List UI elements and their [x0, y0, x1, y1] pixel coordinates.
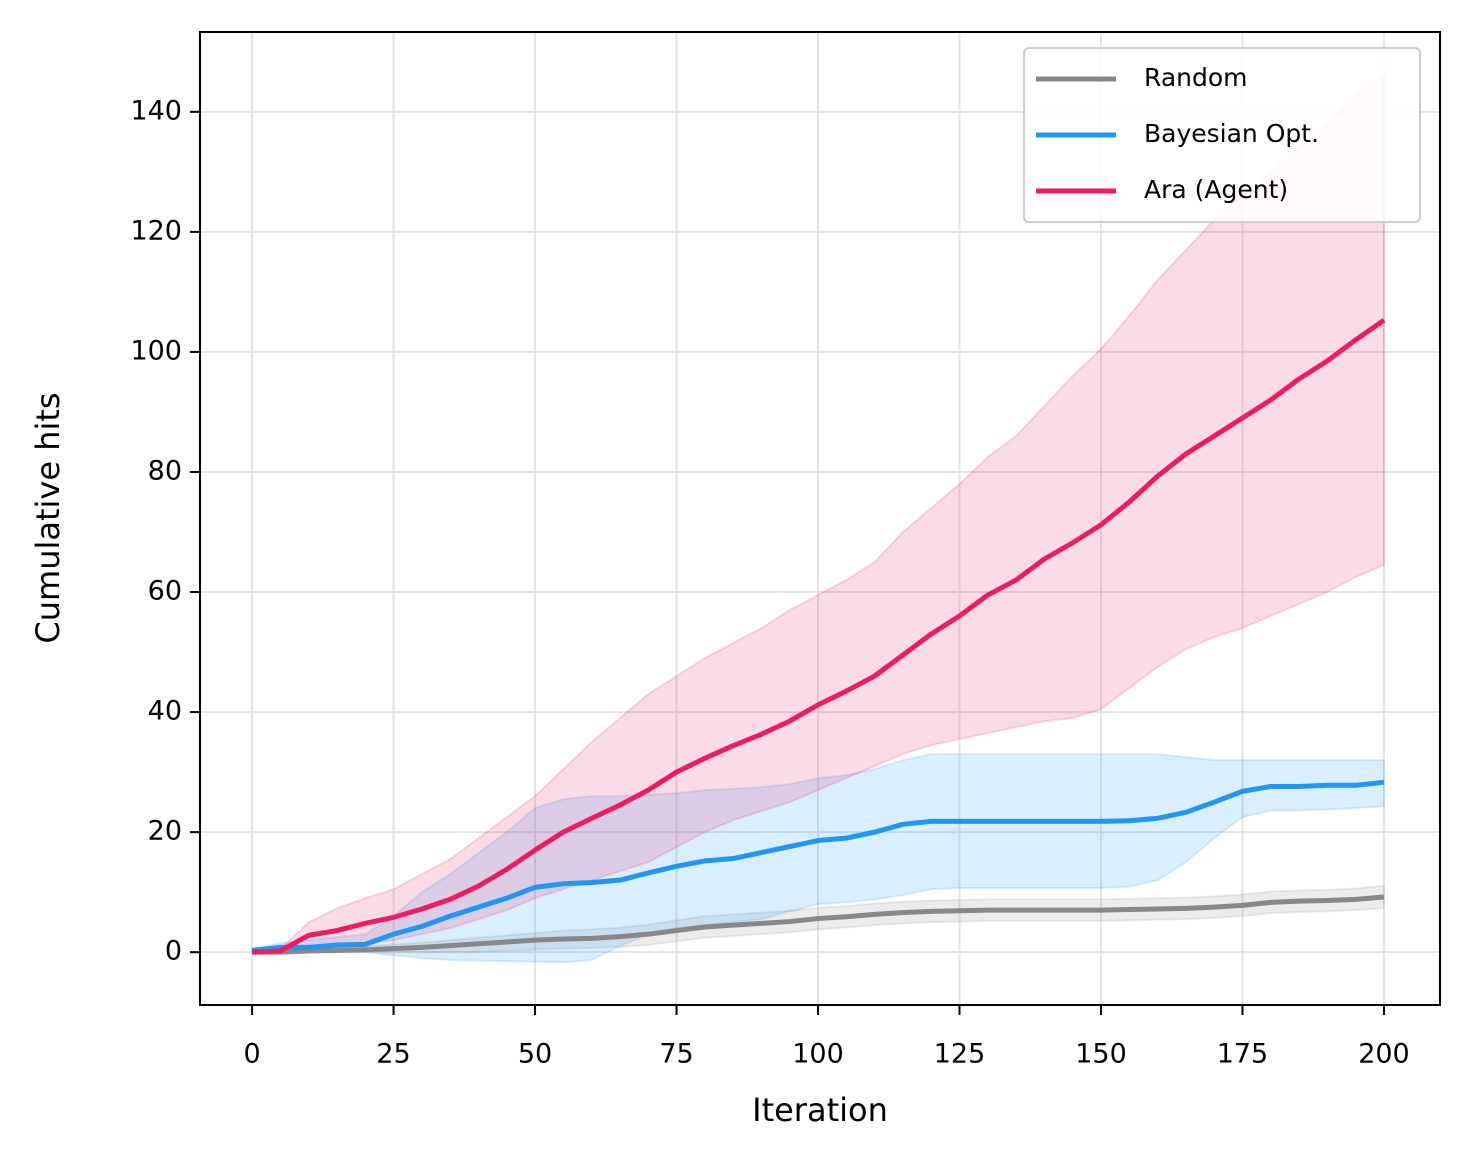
- y-tick-label: 40: [148, 696, 182, 727]
- x-tick-label: 175: [1217, 1039, 1269, 1070]
- x-tick-label: 75: [659, 1039, 693, 1070]
- legend-label: Random: [1144, 63, 1248, 92]
- x-axis-label: Iteration: [752, 1091, 888, 1129]
- y-tick-label: 0: [165, 936, 182, 967]
- line: [251, 318, 1386, 955]
- x-tick-label: 50: [518, 1039, 552, 1070]
- y-tick-label: 20: [148, 816, 182, 847]
- legend-label: Bayesian Opt.: [1144, 119, 1319, 148]
- x-tick-label: 125: [934, 1039, 986, 1070]
- line: [251, 779, 1385, 953]
- x-tick-label: 100: [792, 1039, 844, 1070]
- legend-box: [1023, 47, 1421, 223]
- y-tick-label: 100: [130, 335, 182, 366]
- y-tick-label: 120: [130, 215, 182, 246]
- legend-label: Ara (Agent): [1144, 175, 1288, 204]
- plot-frame: [199, 31, 1441, 1006]
- y-tick-label: 140: [130, 95, 182, 126]
- y-tick-label: 80: [148, 455, 182, 486]
- x-tick-label: 25: [376, 1039, 410, 1070]
- x-tick-label: 200: [1358, 1039, 1410, 1070]
- x-tick-label: 150: [1075, 1039, 1127, 1070]
- line: [252, 894, 1385, 955]
- x-tick-label: 0: [243, 1039, 260, 1070]
- y-tick-label: 60: [148, 576, 182, 607]
- y-axis-label: Cumulative hits: [29, 392, 67, 643]
